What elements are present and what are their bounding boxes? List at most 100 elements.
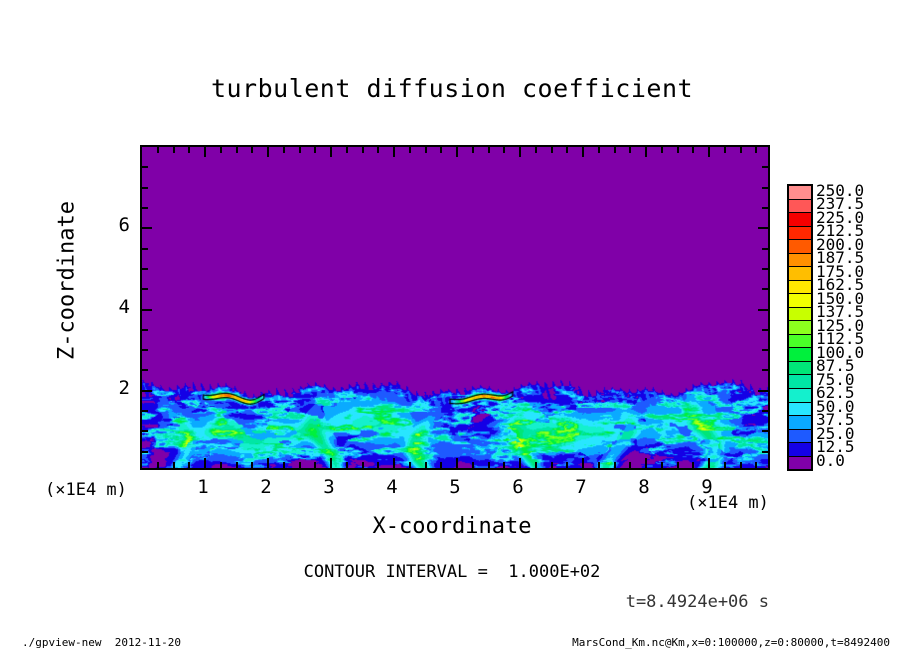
colorbar-tick-label: 75.0 — [816, 369, 855, 389]
y-axis-tick — [762, 430, 768, 433]
x-axis-tick — [660, 147, 663, 153]
colorbar-band — [789, 321, 811, 335]
x-axis-tick — [172, 462, 175, 468]
x-axis-tick — [645, 458, 647, 468]
x-axis-tick — [172, 147, 175, 153]
colorbar-tick-label: 100.0 — [816, 342, 865, 362]
x-axis-tick — [503, 462, 506, 468]
x-axis-tick — [519, 458, 521, 468]
x-axis-tick — [692, 462, 695, 468]
x-axis-tick — [424, 147, 427, 153]
x-axis-tick-label: 7 — [575, 476, 587, 498]
x-axis-tick — [188, 147, 191, 153]
x-axis-tick — [613, 147, 616, 153]
x-axis-tick — [676, 147, 679, 153]
colorbar-band — [789, 267, 811, 281]
colorbar-tick-label: 0.0 — [816, 450, 845, 470]
x-axis-tick — [550, 462, 553, 468]
colorbar-band — [789, 307, 811, 322]
x-axis-tick — [566, 462, 569, 468]
y-axis-tick-label: 2 — [118, 376, 130, 399]
x-axis-tick — [597, 462, 600, 468]
x-axis-tick — [739, 147, 742, 153]
contour-interval-label: CONTOUR INTERVAL = 1.000E+02 — [303, 562, 601, 582]
y-axis-tick — [762, 328, 768, 331]
y-axis-tick — [142, 288, 148, 291]
y-axis-tick — [142, 206, 148, 209]
x-axis-tick — [660, 462, 663, 468]
x-axis-tick — [330, 147, 332, 157]
x-axis-tick-label: 9 — [701, 476, 713, 498]
y-axis-tick — [142, 227, 152, 230]
colorbar-tick-label: 250.0 — [816, 181, 865, 200]
x-axis-tick — [503, 147, 506, 153]
colorbar-band — [789, 213, 811, 227]
x-axis-tick — [267, 458, 269, 468]
x-axis-tick — [204, 458, 206, 468]
x-axis-tick — [582, 147, 584, 157]
colorbar-tick-label: 137.5 — [816, 302, 865, 322]
colorbar-band — [789, 334, 811, 349]
x-axis-tick — [219, 147, 222, 153]
x-axis-tick — [487, 147, 490, 153]
x-axis-tick — [282, 147, 285, 153]
x-axis-tick — [708, 458, 710, 468]
x-axis-tick-label: 4 — [386, 476, 398, 498]
colorbar-tick-label: 50.0 — [816, 396, 855, 416]
colorbar-tick-label: 200.0 — [816, 234, 865, 254]
x-axis-tick — [408, 147, 411, 153]
x-axis-tick — [235, 147, 238, 153]
colorbar-tick-label: 87.5 — [816, 356, 855, 376]
x-axis-tick — [314, 147, 317, 153]
colorbar-band — [789, 361, 811, 376]
x-axis-tick — [408, 462, 411, 468]
y-axis-tick — [142, 349, 148, 352]
x-axis-tick — [755, 147, 758, 153]
x-axis-tick — [424, 462, 427, 468]
x-axis-tick — [613, 462, 616, 468]
x-axis-tick — [298, 462, 301, 468]
y-axis-tick-label: 6 — [118, 214, 130, 237]
footer-command-label: ./gpview-new 2012-11-20 — [22, 636, 181, 649]
x-axis-tick — [708, 147, 710, 157]
colorbar — [787, 184, 813, 471]
colorbar-tick-label: 162.5 — [816, 275, 865, 295]
x-axis-tick — [345, 462, 348, 468]
colorbar-band — [789, 402, 811, 417]
colorbar-band — [789, 375, 811, 389]
colorbar-tick-label: 187.5 — [816, 248, 865, 268]
x-axis-tick — [330, 458, 332, 468]
x-axis-tick — [519, 147, 521, 157]
colorbar-band — [789, 253, 811, 268]
colorbar-tick-label: 212.5 — [816, 221, 865, 241]
x-axis-tick — [267, 147, 269, 157]
y-axis-tick — [762, 450, 768, 453]
x-axis-tick — [550, 147, 553, 153]
x-axis-tick — [645, 147, 647, 157]
x-axis-tick — [440, 462, 443, 468]
x-axis-tick-label: 5 — [449, 476, 461, 498]
x-axis-tick — [282, 462, 285, 468]
colorbar-band — [789, 199, 811, 214]
y-axis-title: Z-coordinate — [54, 201, 80, 360]
page-title: turbulent diffusion coefficient — [210, 74, 694, 103]
x-axis-tick — [204, 147, 206, 157]
x-axis-tick — [566, 147, 569, 153]
colorbar-band — [789, 443, 811, 457]
x-axis-tick — [188, 462, 191, 468]
x-axis-tick — [456, 458, 458, 468]
x-axis-tick — [629, 462, 632, 468]
footer-dataset-label: MarsCond_Km.nc@Km,x=0:100000,z=0:80000,t… — [572, 636, 890, 649]
x-axis-tick — [471, 147, 474, 153]
y-axis-tick — [142, 247, 148, 250]
x-axis-tick-label: 1 — [197, 476, 209, 498]
colorbar-labels: 250.0 237.5 225.0 212.5 200.0 187.5 175.0 162.5… — [816, 181, 900, 471]
x-axis-tick-label: 2 — [260, 476, 272, 498]
y-axis-tick — [142, 328, 148, 331]
y-axis-tick — [758, 308, 768, 311]
y-axis-tick — [142, 369, 148, 372]
x-axis-tick — [393, 458, 395, 468]
x-axis-tick-label: 3 — [323, 476, 335, 498]
x-axis-tick — [597, 147, 600, 153]
colorbar-band — [789, 429, 811, 444]
